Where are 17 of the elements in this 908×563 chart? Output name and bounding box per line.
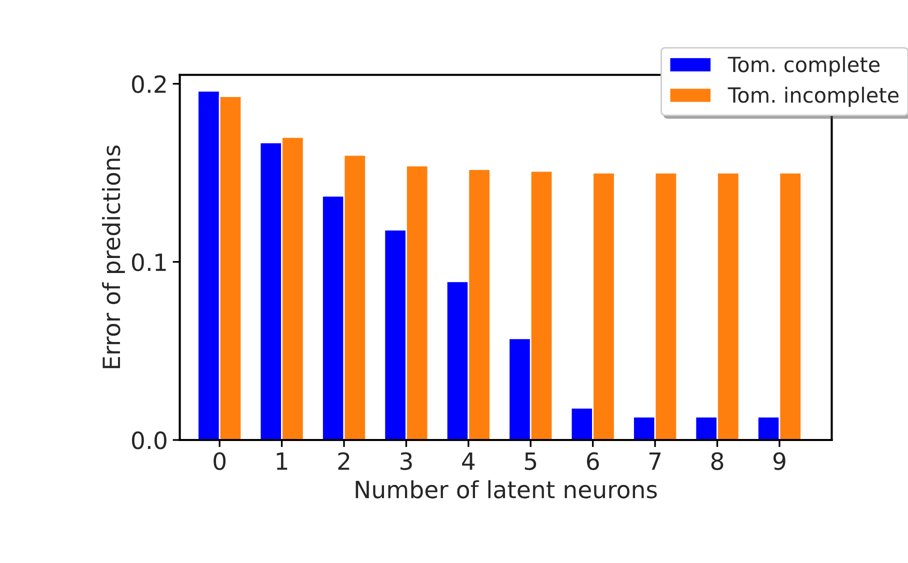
- y-tick-label: 0.2: [132, 75, 166, 94]
- x-tick-label: 1: [276, 452, 288, 470]
- x-tick-label: 0: [214, 452, 226, 470]
- legend-label: Tom. complete: [728, 56, 880, 76]
- x-tick-label: 4: [462, 452, 475, 470]
- x-tick-label: 3: [400, 452, 412, 470]
- x-tick-label: 8: [711, 452, 724, 470]
- x-tick-label: 6: [586, 452, 599, 470]
- x-tick-label: 5: [524, 452, 536, 470]
- y-tick-label: 0.1: [132, 253, 166, 272]
- y-axis-title: Error of predictions: [102, 146, 125, 368]
- y-tick-label: 0.0: [132, 431, 166, 450]
- x-tick-label: 2: [338, 452, 350, 470]
- legend-label: Tom. incomplete: [728, 86, 899, 107]
- x-tick-label: 7: [649, 452, 661, 470]
- x-tick-label: 9: [773, 452, 786, 470]
- x-axis-title: Number of latent neurons: [356, 480, 657, 498]
